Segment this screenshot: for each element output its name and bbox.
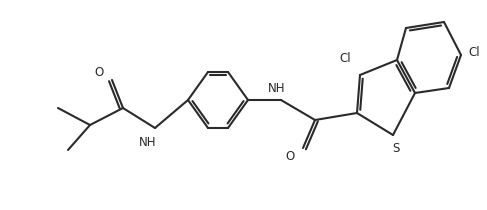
Text: Cl: Cl — [468, 46, 480, 59]
Text: NH: NH — [139, 135, 157, 148]
Text: Cl: Cl — [339, 51, 351, 64]
Text: NH: NH — [268, 81, 286, 94]
Text: O: O — [94, 66, 104, 79]
Text: O: O — [285, 151, 295, 164]
Text: S: S — [393, 142, 400, 155]
